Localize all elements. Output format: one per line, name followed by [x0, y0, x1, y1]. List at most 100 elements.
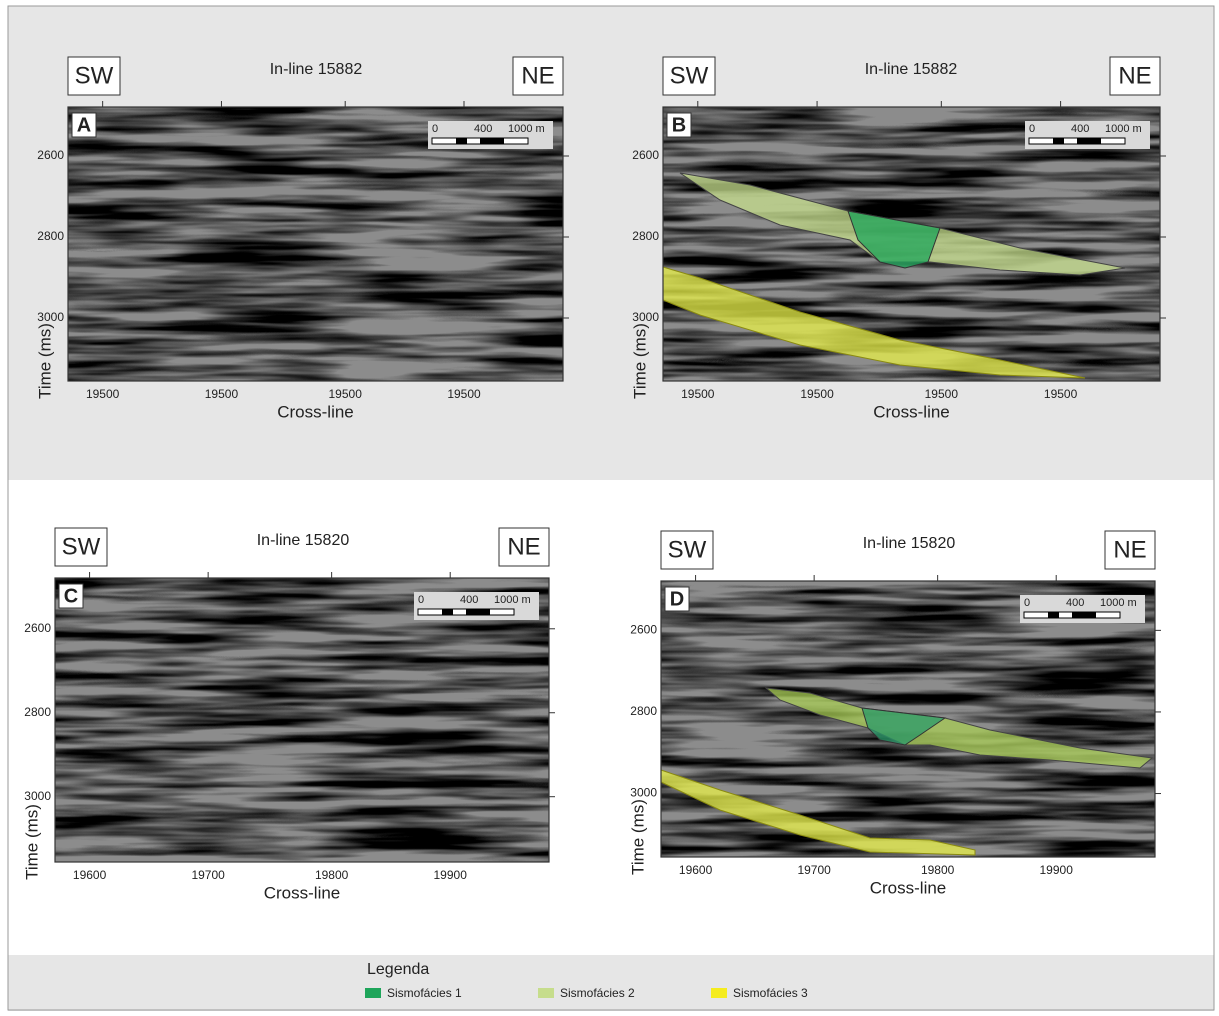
x-tick-label: 19500	[1044, 387, 1078, 401]
direction-left: SW	[668, 536, 707, 563]
x-tick-label: 19800	[315, 868, 349, 882]
section-title: In-line 15820	[863, 535, 956, 552]
scale-bar-segment	[1077, 138, 1101, 144]
legend-swatch	[711, 988, 727, 998]
x-tick-label: 19500	[86, 387, 120, 401]
legend-swatch	[365, 988, 381, 998]
x-tick-label: 19700	[797, 863, 831, 877]
legend-label: Sismofácies 2	[560, 986, 635, 1000]
sismofacies-body	[662, 266, 1086, 379]
scale-bar-segment	[1048, 612, 1059, 618]
panel-label-box	[71, 112, 97, 138]
x-tick-label: 19500	[800, 387, 834, 401]
section-title: In-line 15882	[270, 61, 363, 78]
panel: B SW NE In-line 15882 0 400 1000 m 2600 2800 3000…	[630, 56, 1166, 421]
panel-label: D	[670, 588, 684, 610]
scale-bar-segment	[480, 138, 504, 144]
scale-label: 0	[432, 123, 438, 135]
scale-label: 400	[1071, 123, 1089, 135]
y-tick-label: 2600	[630, 623, 657, 637]
y-axis-label: Time (ms)	[35, 323, 54, 399]
direction-right: NE	[507, 533, 540, 560]
sismofacies-body	[847, 210, 941, 269]
y-tick-label: 3000	[37, 310, 64, 324]
panel: D SW NE In-line 15820 0 400 1000 m 2600 2800 3000…	[628, 530, 1161, 897]
plot-frame	[662, 106, 1161, 382]
panel-label-box	[664, 586, 690, 612]
x-axis-label: Cross-line	[870, 878, 947, 897]
x-tick-label: 19500	[681, 387, 715, 401]
sismofacies-body	[660, 769, 976, 856]
panel: A SW NE In-line 15882 0 400 1000 m 2600 2800 3000…	[35, 56, 569, 421]
plot-frame	[660, 580, 1156, 858]
direction-left: SW	[670, 62, 709, 89]
x-tick-label: 19800	[921, 863, 955, 877]
direction-left: SW	[75, 62, 114, 89]
x-tick-label: 19600	[73, 868, 107, 882]
y-tick-label: 3000	[630, 786, 657, 800]
y-tick-label: 2600	[24, 621, 51, 635]
direction-box	[512, 56, 564, 96]
scale-bar-segment	[1072, 612, 1096, 618]
panel: C SW NE In-line 15820 0 400 1000 m 2600 2800 3000…	[22, 527, 555, 902]
plot-frame	[67, 106, 564, 382]
x-tick-label: 19900	[1040, 863, 1074, 877]
frame	[7, 5, 1215, 1011]
x-tick-label: 19900	[434, 868, 468, 882]
scale-label: 1000 m	[508, 123, 545, 135]
x-axis-label: Cross-line	[277, 402, 354, 421]
y-axis-label: Time (ms)	[22, 804, 41, 880]
y-tick-label: 2800	[630, 704, 657, 718]
seismic-texture	[68, 107, 563, 381]
legend-label: Sismofácies 3	[733, 986, 808, 1000]
legend-section	[8, 955, 1214, 1011]
legend-title: Legenda	[367, 961, 429, 978]
direction-box	[1109, 56, 1161, 96]
y-tick-label: 3000	[632, 310, 659, 324]
x-tick-label: 19600	[679, 863, 713, 877]
sismofacies-body	[861, 707, 947, 746]
scale-bar-segment	[442, 609, 453, 615]
plot-frame	[54, 577, 550, 863]
legend-label: Sismofácies 1	[387, 986, 462, 1000]
scale-label: 1000 m	[1105, 123, 1142, 135]
direction-box	[498, 527, 550, 567]
y-tick-label: 2600	[37, 148, 64, 162]
section-title: In-line 15820	[257, 532, 350, 549]
panel-label-box	[666, 112, 692, 138]
y-tick-label: 2800	[37, 229, 64, 243]
scale-label: 0	[1024, 597, 1030, 609]
direction-box	[662, 56, 716, 96]
direction-box	[67, 56, 121, 96]
panel-label: A	[77, 114, 91, 136]
y-tick-label: 2800	[24, 705, 51, 719]
legend: Legenda Sismofácies 1 Sismofácies 2 Sism…	[365, 961, 808, 1000]
scale-label: 0	[418, 594, 424, 606]
x-axis-label: Cross-line	[873, 402, 950, 421]
scale-label: 400	[1066, 597, 1084, 609]
legend-swatch	[538, 988, 554, 998]
x-tick-label: 19700	[191, 868, 225, 882]
section-title: In-line 15882	[865, 61, 958, 78]
scale-bar-segment	[456, 138, 467, 144]
x-tick-label: 19500	[925, 387, 959, 401]
y-tick-label: 2600	[632, 148, 659, 162]
panel-label-box	[58, 583, 84, 609]
scale-label: 0	[1029, 123, 1035, 135]
direction-right: NE	[1118, 62, 1151, 89]
seismic-texture	[55, 578, 549, 862]
direction-left: SW	[62, 533, 101, 560]
direction-right: NE	[521, 62, 554, 89]
y-tick-label: 2800	[632, 229, 659, 243]
y-tick-label: 3000	[24, 789, 51, 803]
y-axis-label: Time (ms)	[630, 323, 649, 399]
scale-bar-segment	[1053, 138, 1064, 144]
x-tick-label: 19500	[205, 387, 239, 401]
x-tick-label: 19500	[329, 387, 363, 401]
panel-label: B	[672, 114, 686, 136]
direction-box	[54, 527, 108, 567]
direction-box	[660, 530, 714, 570]
direction-box	[1104, 530, 1156, 570]
direction-right: NE	[1113, 536, 1146, 563]
scale-label: 1000 m	[494, 594, 531, 606]
